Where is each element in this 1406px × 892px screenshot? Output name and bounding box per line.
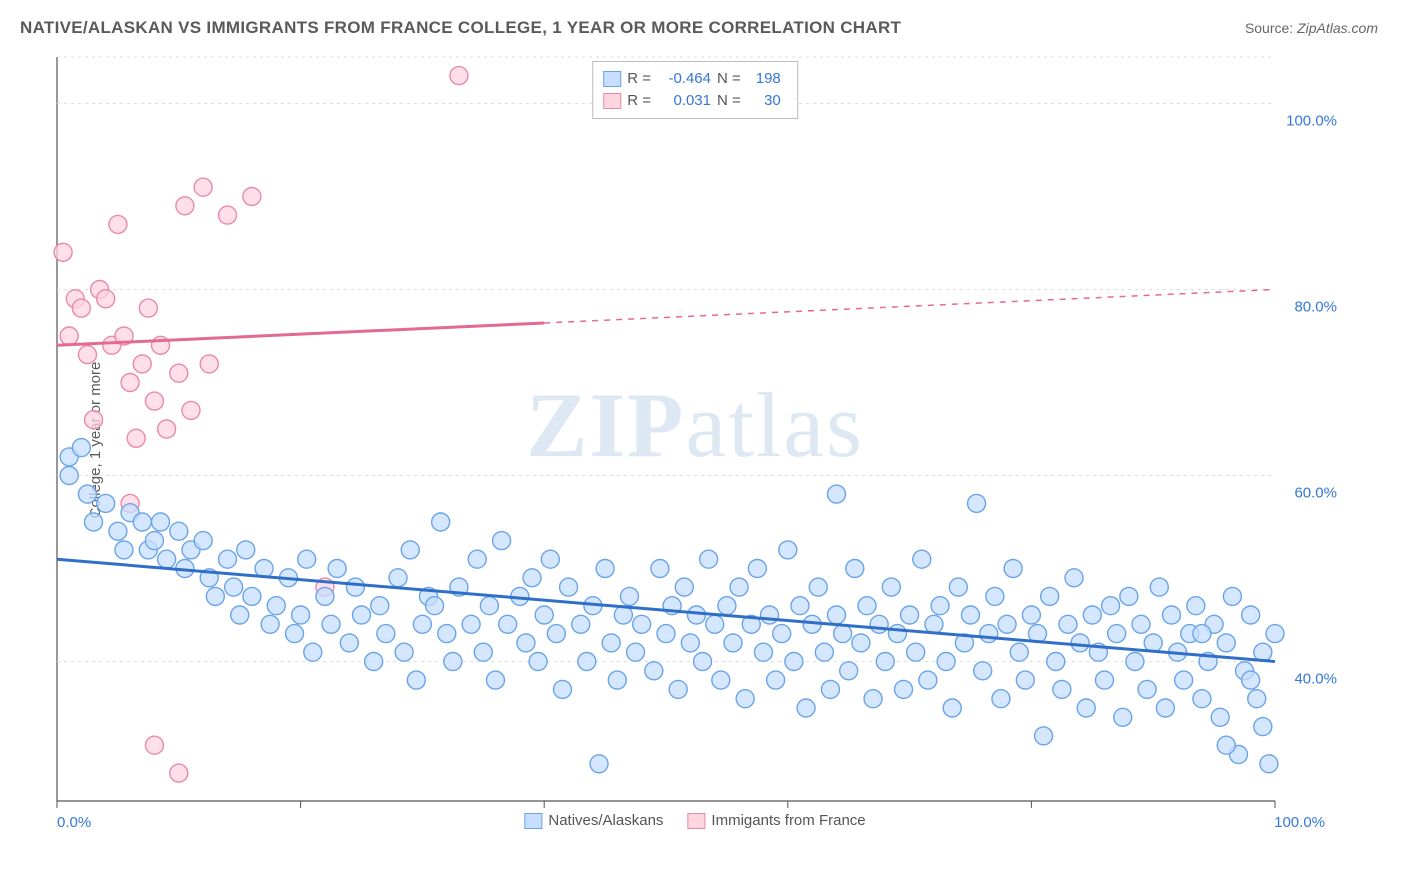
legend-n-label: N = bbox=[717, 68, 741, 90]
legend-bottom: Natives/Alaskans Immigants from France bbox=[524, 812, 865, 829]
plot-area: College, 1 year or more ZIPatlas R = -0.… bbox=[55, 55, 1335, 825]
legend-swatch-natives bbox=[603, 71, 621, 87]
y-tick-label: 60.0% bbox=[1294, 484, 1337, 501]
y-tick-label: 100.0% bbox=[1286, 112, 1337, 129]
legend-stats-box: R = -0.464 N = 198 R = 0.031 N = 30 bbox=[592, 61, 798, 119]
legend-swatch-france bbox=[603, 93, 621, 109]
legend-r-france: 0.031 bbox=[657, 90, 711, 112]
x-tick-label: 100.0% bbox=[1274, 814, 1325, 831]
chart-title: NATIVE/ALASKAN VS IMMIGRANTS FROM FRANCE… bbox=[20, 18, 901, 38]
legend-item-natives: Natives/Alaskans bbox=[524, 812, 663, 829]
legend-label-france: Immigants from France bbox=[711, 812, 865, 829]
legend-item-france: Immigants from France bbox=[687, 812, 865, 829]
y-tick-label: 80.0% bbox=[1294, 298, 1337, 315]
x-tick-label: 0.0% bbox=[57, 814, 91, 831]
legend-swatch-natives-bottom bbox=[524, 813, 542, 829]
legend-stats-row-natives: R = -0.464 N = 198 bbox=[603, 68, 781, 90]
y-tick-label: 40.0% bbox=[1294, 670, 1337, 687]
legend-n-natives: 198 bbox=[747, 68, 781, 90]
legend-n-france: 30 bbox=[747, 90, 781, 112]
legend-r-label: R = bbox=[627, 68, 651, 90]
legend-r-label: R = bbox=[627, 90, 651, 112]
legend-n-label: N = bbox=[717, 90, 741, 112]
legend-label-natives: Natives/Alaskans bbox=[548, 812, 663, 829]
legend-swatch-france-bottom bbox=[687, 813, 705, 829]
legend-r-natives: -0.464 bbox=[657, 68, 711, 90]
source-attribution: Source: ZipAtlas.com bbox=[1245, 20, 1378, 36]
legend-stats-row-france: R = 0.031 N = 30 bbox=[603, 90, 781, 112]
source-label: Source: bbox=[1245, 20, 1297, 36]
source-value: ZipAtlas.com bbox=[1297, 20, 1378, 36]
chart-svg bbox=[55, 55, 1335, 825]
